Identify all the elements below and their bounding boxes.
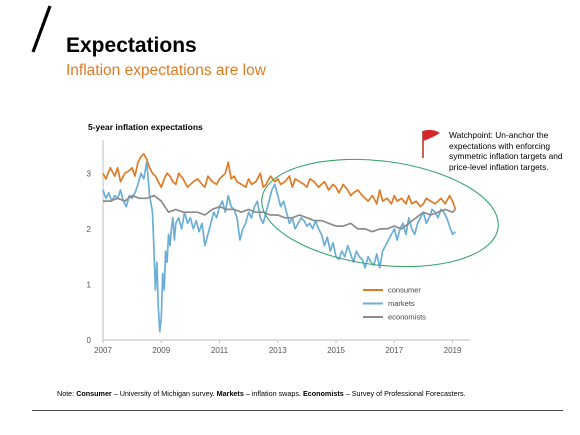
series-line-consumer xyxy=(102,153,457,210)
chart-title: 5-year inflation expectations xyxy=(88,122,203,132)
x-tick-label: 2011 xyxy=(211,346,229,355)
legend-label-economists: economists xyxy=(388,313,426,322)
x-tick-label: 2017 xyxy=(385,346,403,355)
note-prefix: Note: xyxy=(57,389,77,398)
inflation-expectations-chart: 0 1 2 3 2007 2009 2011 2013 2015 2017 2019 consumer… xyxy=(87,140,499,355)
series-line-economists xyxy=(103,194,456,233)
note-consumer-desc: – University of Michigan survey. xyxy=(111,389,217,398)
footer-rule xyxy=(32,410,563,411)
y-tick-label: 3 xyxy=(87,169,92,178)
y-tick-label: 1 xyxy=(87,280,92,289)
slide-subtitle: Inflation expectations are low xyxy=(66,62,266,79)
highlight-ellipse xyxy=(261,158,499,268)
note-economists-desc: – Survey of Professional Forecasters. xyxy=(343,389,466,398)
x-tick-label: 2015 xyxy=(327,346,345,355)
chart-note: Note: Consumer – University of Michigan … xyxy=(57,389,466,398)
series-line-markets xyxy=(102,161,456,333)
y-tick-label: 2 xyxy=(87,225,92,234)
x-tick-label: 2009 xyxy=(152,346,170,355)
note-consumer-label: Consumer xyxy=(76,389,112,398)
title-slash-decoration xyxy=(31,5,52,53)
note-markets-label: Markets xyxy=(216,389,244,398)
red-flag-icon xyxy=(422,129,440,158)
y-tick-label: 0 xyxy=(87,336,92,345)
legend-label-consumer: consumer xyxy=(388,286,421,295)
legend-label-markets: markets xyxy=(388,299,415,308)
x-tick-label: 2019 xyxy=(444,346,462,355)
x-tick-label: 2007 xyxy=(94,346,112,355)
note-markets-desc: – inflation swaps. xyxy=(243,389,303,398)
note-economists-label: Economists xyxy=(302,389,344,398)
watchpoint-text: Watchpoint: Un-anchor the expectations w… xyxy=(449,130,563,172)
slide-title: Expectations xyxy=(66,34,197,57)
x-tick-label: 2013 xyxy=(269,346,287,355)
